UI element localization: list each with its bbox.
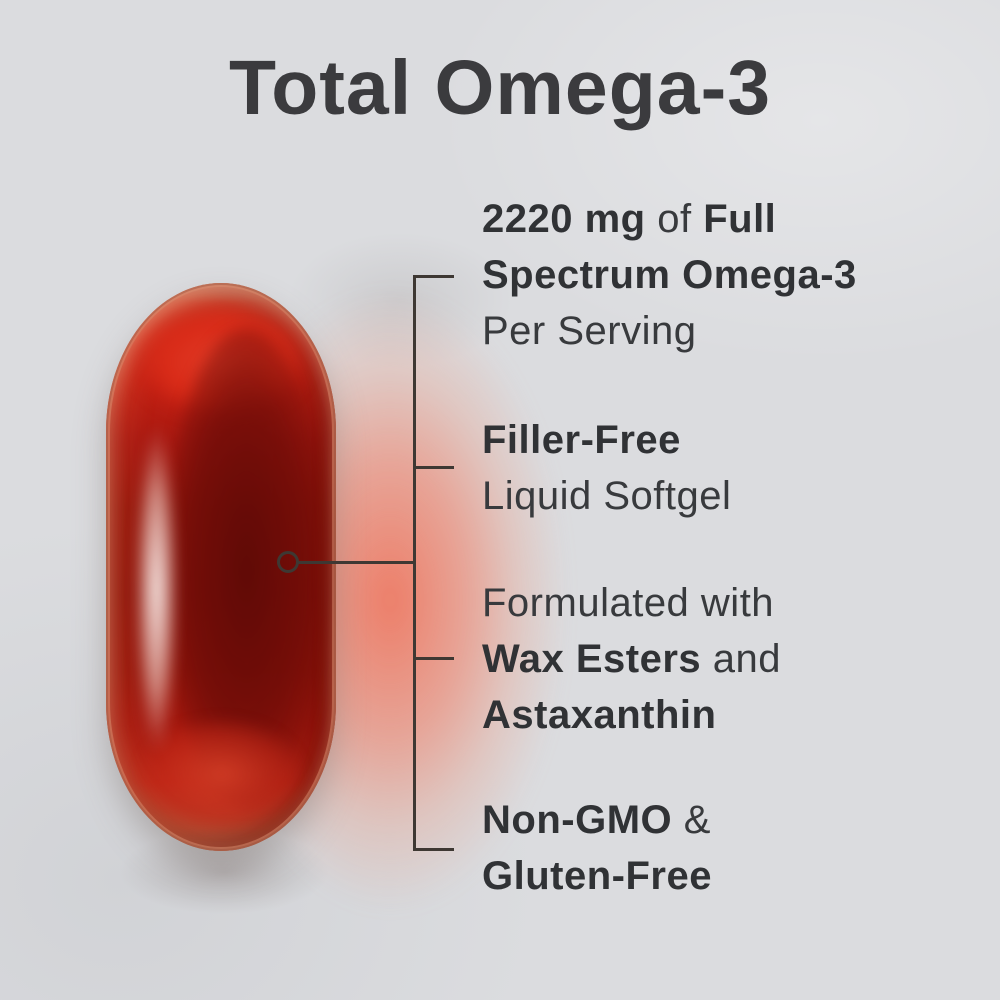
- callout-segment: Astaxanthin: [482, 693, 717, 737]
- callout-line: Filler-Free: [482, 412, 952, 468]
- capsule-top-sheen: [124, 297, 318, 451]
- callout-line: Astaxanthin: [482, 687, 952, 743]
- callout-non-gmo: Non-GMO & Gluten-Free: [482, 792, 952, 904]
- callout-segment: Per Serving: [482, 309, 697, 353]
- softgel-capsule: [106, 283, 336, 851]
- callout-segment: Formulated with: [482, 581, 775, 625]
- capsule-pointer-ring-icon: [277, 551, 299, 573]
- callout-segment: of: [645, 197, 704, 241]
- callout-line: Wax Esters and: [482, 631, 952, 687]
- callout-segment: and: [701, 637, 782, 681]
- page-title: Total Omega-3: [228, 45, 772, 131]
- capsule-highlight: [135, 425, 178, 755]
- callout-line: Spectrum Omega-3: [482, 247, 952, 303]
- callout-segment: Wax Esters: [482, 637, 702, 681]
- callout-bracket-vertical-line: [413, 275, 416, 851]
- callout-segment: Filler-Free: [482, 418, 681, 462]
- callout-segment: 2220 mg: [482, 197, 646, 241]
- callout-tick-omega-amount: [413, 275, 454, 278]
- capsule-dark-core: [165, 328, 327, 806]
- callout-tick-non-gmo: [413, 848, 454, 851]
- callout-segment: Spectrum Omega-3: [482, 253, 857, 297]
- callout-tick-formulation: [413, 657, 454, 660]
- callout-segment: Non-GMO: [482, 798, 673, 842]
- callout-segment: Full: [703, 197, 777, 241]
- callout-filler-free: Filler-Free Liquid Softgel: [482, 412, 952, 524]
- callout-line: Liquid Softgel: [482, 468, 952, 524]
- callout-line: Gluten-Free: [482, 848, 952, 904]
- callout-line: Per Serving: [482, 303, 952, 359]
- capsule-bottom-sheen: [133, 714, 309, 834]
- callout-formulation: Formulated with Wax Esters and Astaxanth…: [482, 575, 952, 743]
- callout-line: 2220 mg of Full: [482, 191, 952, 247]
- capsule-pointer-line: [298, 561, 413, 564]
- callout-line: Non-GMO &: [482, 792, 952, 848]
- callout-segment: &: [672, 798, 711, 842]
- callout-line: Formulated with: [482, 575, 952, 631]
- callout-omega-amount: 2220 mg of Full Spectrum Omega-3 Per Ser…: [482, 191, 952, 359]
- callout-tick-filler-free: [413, 466, 454, 469]
- callout-segment: Gluten-Free: [482, 854, 712, 898]
- callout-segment: Liquid Softgel: [482, 474, 732, 518]
